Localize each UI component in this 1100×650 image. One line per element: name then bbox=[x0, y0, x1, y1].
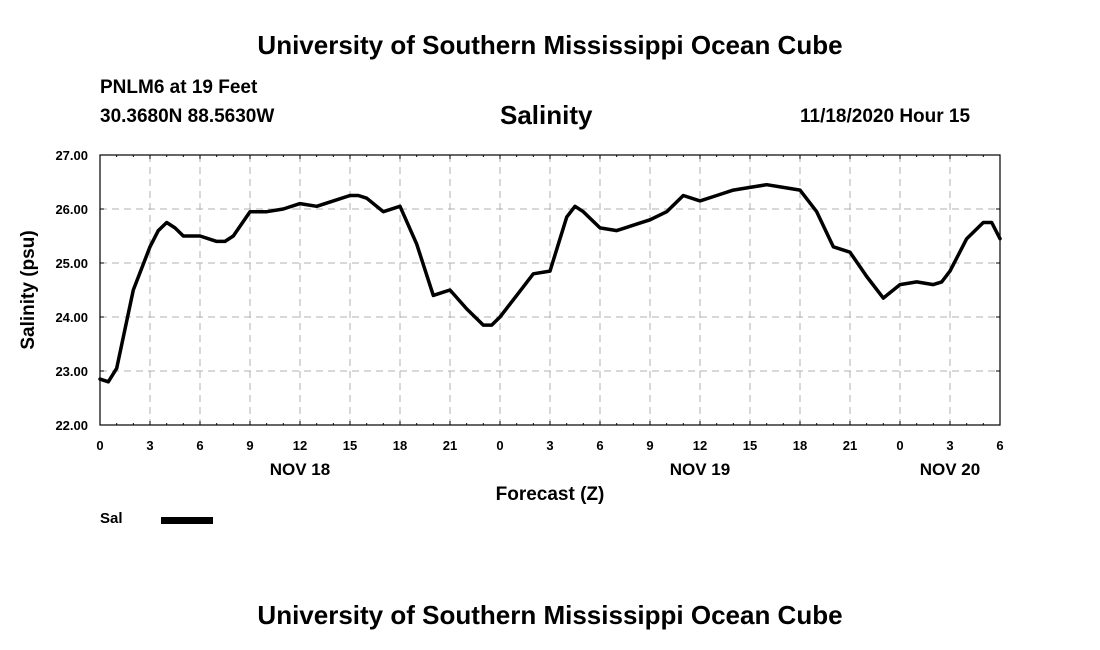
x-day-label: NOV 19 bbox=[670, 460, 730, 479]
x-tick-label: 6 bbox=[996, 438, 1003, 453]
x-tick-label: 12 bbox=[693, 438, 707, 453]
chart-footer-title: University of Southern Mississippi Ocean… bbox=[257, 600, 843, 630]
x-tick-label: 0 bbox=[96, 438, 103, 453]
x-tick-label: 18 bbox=[793, 438, 807, 453]
x-tick-label: 6 bbox=[196, 438, 203, 453]
x-day-label: NOV 20 bbox=[920, 460, 980, 479]
x-tick-label: 9 bbox=[646, 438, 653, 453]
y-tick-label: 27.00 bbox=[55, 148, 88, 163]
chart-grid bbox=[100, 155, 1000, 425]
station-label: PNLM6 at 19 Feet bbox=[100, 77, 258, 98]
x-axis-title: Forecast (Z) bbox=[496, 484, 605, 505]
x-tick-label: 12 bbox=[293, 438, 307, 453]
y-axis-title: Salinity (psu) bbox=[18, 230, 39, 349]
x-tick-label: 15 bbox=[743, 438, 757, 453]
y-tick-label: 25.00 bbox=[55, 256, 88, 271]
chart-header-title: University of Southern Mississippi Ocean… bbox=[257, 30, 843, 60]
chart-title: Salinity bbox=[500, 100, 593, 130]
x-tick-label: 3 bbox=[146, 438, 153, 453]
legend-swatch bbox=[161, 517, 213, 524]
x-tick-label: 6 bbox=[596, 438, 603, 453]
y-tick-label: 22.00 bbox=[55, 418, 88, 433]
issued-time-label: 11/18/2020 Hour 15 bbox=[800, 106, 971, 127]
chart-ticks: 22.00 23.00 24.00 25.00 26.00 27.00 0 3 6 9 12 15 18… bbox=[55, 148, 1003, 479]
x-tick-label: 3 bbox=[946, 438, 953, 453]
x-tick-label: 0 bbox=[496, 438, 503, 453]
x-tick-label: 3 bbox=[546, 438, 553, 453]
x-tick-label: 15 bbox=[343, 438, 357, 453]
x-tick-label: 18 bbox=[393, 438, 407, 453]
x-tick-label: 21 bbox=[843, 438, 857, 453]
x-tick-label: 21 bbox=[443, 438, 457, 453]
x-day-label: NOV 18 bbox=[270, 460, 330, 479]
coordinates-label: 30.3680N 88.5630W bbox=[100, 106, 275, 127]
legend-label: Sal bbox=[100, 510, 123, 527]
x-tick-label: 9 bbox=[246, 438, 253, 453]
x-tick-label: 0 bbox=[896, 438, 903, 453]
y-tick-label: 24.00 bbox=[55, 310, 88, 325]
y-tick-label: 26.00 bbox=[55, 202, 88, 217]
series-line-sal bbox=[98, 182, 1002, 384]
y-tick-label: 23.00 bbox=[55, 364, 88, 379]
